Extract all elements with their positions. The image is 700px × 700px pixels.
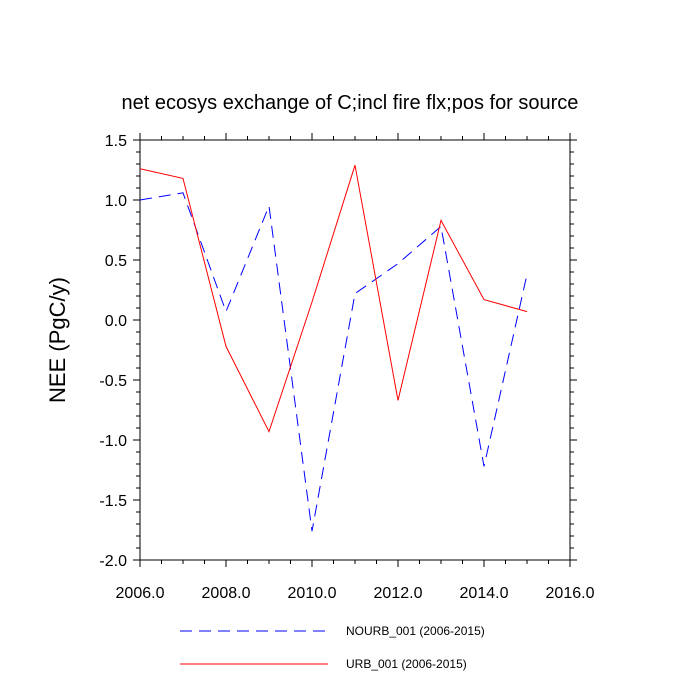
y-axis-label: NEE (PgC/y) [45,277,70,403]
y-tick-label: 0.5 [105,253,127,270]
plot-area: 2006.0 2008.0 2010.0 2012.0 2014.0 2016.0 1.5 1… [99,133,595,602]
x-tick-label: 2006.0 [116,585,165,602]
x-tick-label: 2010.0 [288,585,337,602]
x-tick-label: 2016.0 [546,585,595,602]
series-line-1 [139,192,528,532]
y-tick-label: 0.0 [105,313,127,330]
y-tick-label: -0.5 [99,373,127,390]
x-tick-label: 2014.0 [460,585,509,602]
chart-title: net ecosys exchange of C;incl fire flx;p… [122,92,579,114]
series-line-2 [139,165,528,433]
x-tick-label: 2008.0 [202,585,251,602]
y-tick-label: 1.0 [105,193,127,210]
plot-frame [139,139,571,561]
legend-label-1: NOURB_001 (2006-2015) [346,624,485,638]
y-tick-label: 1.5 [105,133,127,150]
y-tick-label: -2.0 [99,553,127,570]
legend-label-2: URB_001 (2006-2015) [346,657,467,671]
legend: NOURB_001 (2006-2015) URB_001 (2006-2015) [180,624,485,671]
y-tick-label: -1.0 [99,433,127,450]
y-tick-label: -1.5 [99,493,127,510]
x-tick-label: 2012.0 [374,585,423,602]
